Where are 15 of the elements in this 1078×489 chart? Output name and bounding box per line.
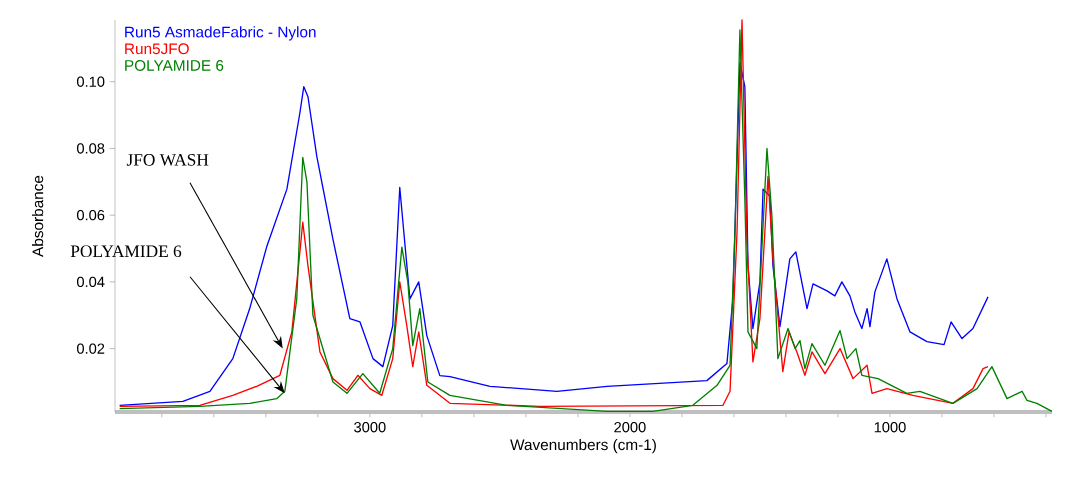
text: Run5 AsmadeFabric - Nylon [125, 26, 316, 41]
y-tick-label: 0.02 [76, 343, 105, 354]
y-tick-label: 0.08 [76, 143, 105, 154]
y-tick-label: 0.04 [76, 276, 105, 288]
y-tick-label: 0.06 [76, 209, 105, 221]
x-tick-label: 3000 [354, 422, 386, 433]
y-axis-title: Absorbance [32, 175, 44, 257]
x-axis-title: Wavenumbers (cm-1) [510, 438, 656, 454]
text: POLYAMIDE 6 [125, 60, 224, 71]
annotation: POLYAMIDE 6 [70, 245, 182, 258]
x-tick-label: 1000 [874, 422, 906, 433]
annotation: JFO WASH [126, 154, 209, 166]
text: Run5JFO [125, 43, 189, 55]
y-tick-label: 0.10 [76, 76, 105, 87]
x-tick-label: 2000 [614, 422, 646, 433]
